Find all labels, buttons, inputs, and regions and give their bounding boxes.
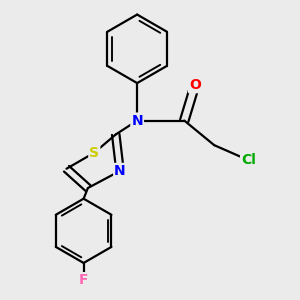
Text: S: S <box>89 146 99 160</box>
Text: N: N <box>131 114 143 128</box>
Text: N: N <box>114 164 126 178</box>
Text: O: O <box>189 78 201 92</box>
Text: F: F <box>79 273 88 287</box>
Text: Cl: Cl <box>241 153 256 167</box>
